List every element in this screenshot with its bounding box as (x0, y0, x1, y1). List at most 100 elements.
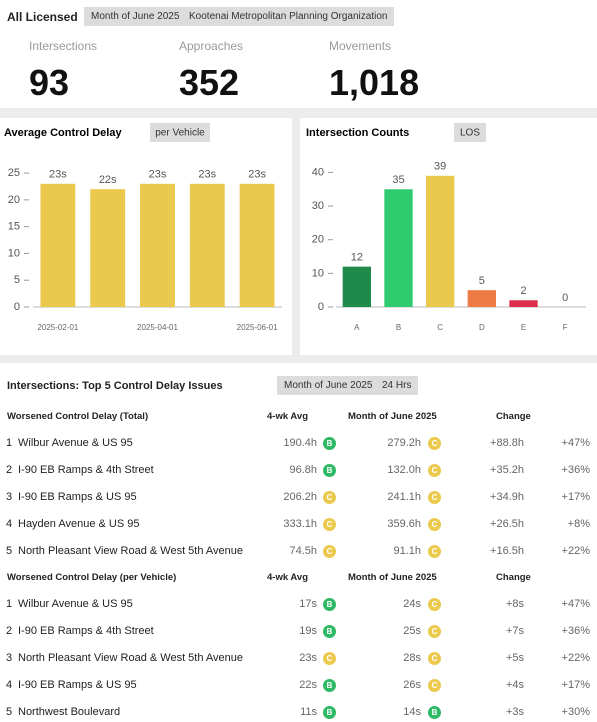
los-badge: C (428, 545, 441, 558)
column-header: Month of June 2025 (348, 411, 437, 422)
column-header: Change (496, 572, 531, 583)
change-value: +26.5h (490, 518, 524, 530)
month-value: 132.0h (387, 464, 421, 476)
intersection-name[interactable]: I-90 EB Ramps & 4th Street (18, 625, 154, 637)
los-badge: C (428, 652, 441, 665)
los-badge: B (323, 464, 336, 477)
intersection-name[interactable]: Northwest Boulevard (18, 706, 121, 718)
rank: 1 (6, 598, 13, 610)
rank: 4 (6, 518, 13, 530)
los-badge: C (428, 464, 441, 477)
y-tick-label: 40 (312, 166, 324, 178)
y-tick-label: 0 (14, 301, 20, 313)
intersection-name[interactable]: North Pleasant View Road & West 5th Aven… (18, 545, 244, 557)
column-header: Month of June 2025 (348, 572, 437, 583)
los-badge: B (323, 706, 336, 719)
change-value: +8s (505, 598, 524, 610)
stat-label: Intersections (29, 39, 98, 53)
filter-badge[interactable]: Kootenai Metropolitan Planning Organizat… (182, 7, 395, 26)
avg-value: 23s (299, 652, 317, 664)
value-label: 23s (248, 169, 266, 181)
column-header: Change (496, 411, 531, 422)
chart-panel: Average Control Delay per Vehicle 0 5 10 15 20… (0, 118, 292, 355)
month-value: 241.1h (387, 491, 421, 503)
y-tick-label: 30 (312, 200, 324, 212)
x-tick-label: F (563, 323, 568, 332)
change-value: +16.5h (490, 545, 524, 557)
chart: Intersection Counts LOS010203040A12B35C39… (306, 123, 586, 332)
intersection-name[interactable]: North Pleasant View Road & West 5th Aven… (18, 652, 244, 664)
rank: 2 (6, 464, 13, 476)
bar (189, 183, 225, 307)
issues-title: Intersections: Top 5 Control Delay Issue… (7, 380, 223, 392)
intersection-name[interactable]: I-90 EB Ramps & US 95 (18, 679, 137, 691)
los-badge: C (428, 518, 441, 531)
intersection-name[interactable]: Hayden Avenue & US 95 (18, 518, 140, 530)
change-percent: +8% (567, 518, 590, 530)
avg-value: 333.1h (283, 518, 317, 530)
value-label: 35 (392, 174, 404, 186)
avg-value: 74.5h (289, 545, 317, 557)
avg-value: 11s (300, 706, 317, 718)
change-value: +35.2h (490, 464, 524, 476)
change-percent: +17% (561, 491, 590, 503)
filter-badge[interactable]: Month of June 2025 (277, 376, 380, 395)
change-value: +4s (505, 679, 524, 691)
chart: Average Control Delay per Vehicle 0 5 10 15 20… (4, 123, 282, 332)
avg-value: 96.8h (289, 464, 317, 476)
bar (239, 183, 275, 307)
month-value: 279.2h (387, 437, 421, 449)
bar (426, 175, 455, 307)
y-tick-label: 20 (8, 194, 20, 206)
change-percent: +47% (561, 598, 590, 610)
column-header: 4-wk Avg (267, 572, 309, 583)
x-tick-label: 2025-06-01 (237, 323, 278, 332)
filter-badge[interactable]: Month of June 2025 (84, 7, 187, 26)
bar (467, 290, 496, 307)
avg-value: 206.2h (283, 491, 317, 503)
value-label: 23s (198, 169, 216, 181)
badge-bg (150, 123, 210, 142)
header-title: All Licensed (7, 10, 78, 24)
month-value: 25s (403, 625, 421, 637)
avg-value: 17s (299, 598, 317, 610)
x-tick-label: D (479, 323, 485, 332)
los-badge: C (323, 491, 336, 504)
intersection-name[interactable]: I-90 EB Ramps & 4th Street (18, 464, 154, 476)
stat-value: 352 (179, 62, 240, 103)
x-tick-label: E (521, 323, 526, 332)
change-value: +34.9h (490, 491, 524, 503)
value-label: 39 (434, 161, 446, 173)
filter-badge[interactable]: 24 Hrs (375, 376, 419, 395)
y-tick-label: 5 (14, 274, 20, 286)
y-tick-label: 20 (312, 234, 324, 246)
los-badge: C (323, 545, 336, 558)
intersection-name[interactable]: Wilbur Avenue & US 95 (18, 598, 133, 610)
month-value: 359.6h (387, 518, 421, 530)
change-percent: +36% (561, 464, 590, 476)
column-header: 4-wk Avg (267, 411, 309, 422)
month-value: 24s (403, 598, 421, 610)
rank: 5 (6, 545, 13, 557)
change-percent: +30% (561, 706, 590, 718)
change-value: +88.8h (490, 437, 524, 449)
value-label: 12 (351, 252, 363, 264)
chart-title: Intersection Counts (306, 127, 409, 139)
intersection-name[interactable]: I-90 EB Ramps & US 95 (18, 491, 137, 503)
table-title: Worsened Control Delay (Total) (7, 411, 149, 422)
los-badge: B (323, 437, 336, 450)
los-badge: C (428, 491, 441, 504)
rank: 4 (6, 679, 13, 691)
value-label: 2 (520, 285, 526, 297)
bar (384, 189, 413, 307)
month-value: 26s (403, 679, 421, 691)
change-percent: +47% (561, 437, 590, 449)
month-value: 28s (403, 652, 421, 664)
los-badge: C (323, 518, 336, 531)
change-percent: +22% (561, 652, 590, 664)
y-tick-label: 10 (8, 247, 20, 259)
bar (90, 189, 126, 307)
avg-value: 22s (299, 679, 317, 691)
intersection-name[interactable]: Wilbur Avenue & US 95 (18, 437, 133, 449)
